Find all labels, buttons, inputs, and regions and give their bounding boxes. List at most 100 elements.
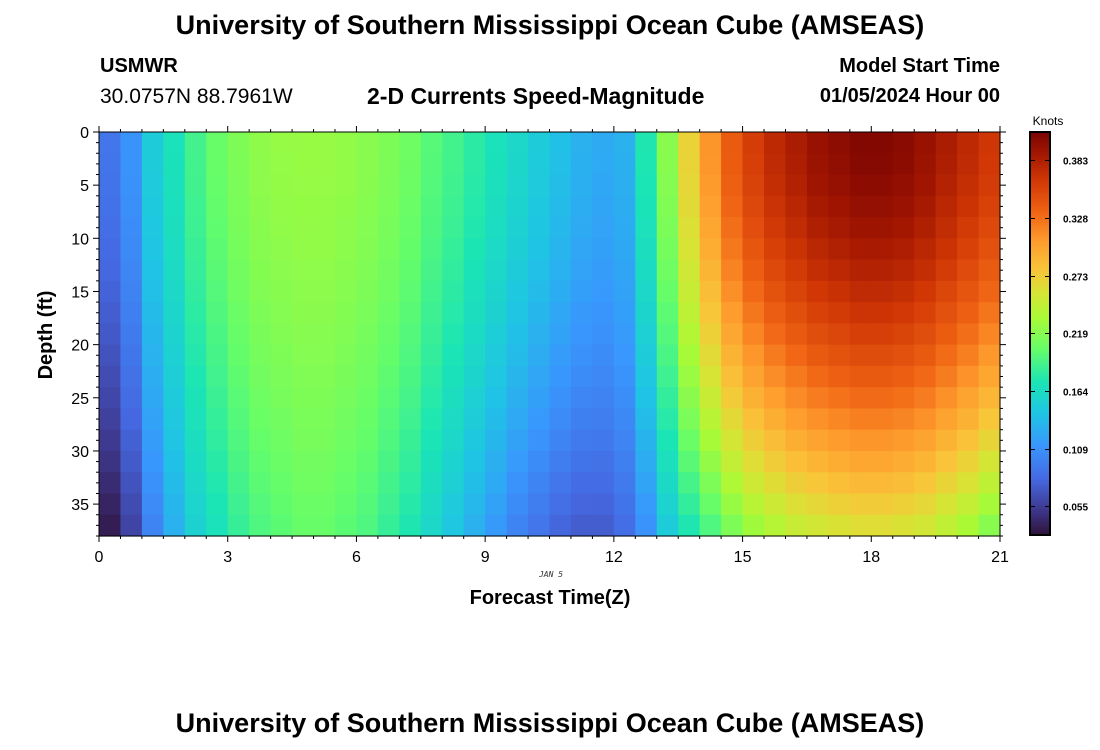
- heatmap-cell: [99, 493, 122, 516]
- colorbar-tick-label: 0.328: [1063, 215, 1088, 226]
- heatmap-cell: [292, 259, 315, 282]
- heatmap-cell: [613, 217, 636, 239]
- heatmap-cell: [678, 174, 701, 197]
- heatmap-cell: [806, 323, 829, 346]
- heatmap-cell: [485, 259, 508, 282]
- heatmap-cell: [163, 259, 186, 282]
- heatmap-cell: [184, 387, 207, 410]
- heatmap-cell: [270, 259, 293, 282]
- heatmap-cell: [914, 365, 937, 388]
- station-coordinates: 30.0757N 88.7961W: [100, 85, 293, 108]
- heatmap-cell: [635, 238, 658, 261]
- heatmap-cell: [957, 344, 980, 367]
- heatmap-cell: [420, 323, 443, 346]
- heatmap-cell: [785, 259, 808, 282]
- heatmap-cell: [764, 302, 787, 324]
- heatmap-cell: [270, 344, 293, 367]
- heatmap-cell: [399, 153, 422, 176]
- heatmap-cell: [635, 387, 658, 410]
- heatmap-cell: [485, 132, 508, 154]
- heatmap-cell: [721, 132, 744, 154]
- heatmap-cell: [120, 280, 143, 303]
- colorbar-tick-label: 0.109: [1063, 446, 1088, 457]
- heatmap-cell: [699, 429, 722, 452]
- heatmap-cell: [163, 323, 186, 346]
- heatmap-cell: [99, 302, 122, 324]
- heatmap-cell: [978, 238, 1001, 261]
- heatmap-cell: [892, 153, 915, 176]
- heatmap-cell: [120, 259, 143, 282]
- heatmap-cell: [785, 472, 808, 495]
- heatmap-cell: [120, 429, 143, 452]
- x-tick-label: 21: [991, 549, 1009, 566]
- heatmap-cell: [699, 280, 722, 303]
- heatmap-cell: [742, 408, 765, 431]
- heatmap-cell: [957, 153, 980, 176]
- heatmap-cell: [935, 408, 958, 431]
- heatmap-cell: [656, 195, 679, 218]
- colorbar-ticks: 0.055 0.109 0.164 0.219 0.273 0.328 0.383: [1030, 131, 1088, 514]
- heatmap-cell: [163, 493, 186, 516]
- heatmap-cell: [99, 174, 122, 197]
- heatmap-cell: [528, 238, 551, 261]
- heatmap-cell: [270, 153, 293, 176]
- heatmap-cell: [442, 472, 465, 495]
- heatmap-cell: [463, 217, 486, 239]
- heatmap-cell: [742, 387, 765, 410]
- heatmap-cell: [764, 153, 787, 176]
- repeated-page-title: University of Southern Mississippi Ocean…: [175, 708, 925, 738]
- heatmap-cell: [678, 132, 701, 154]
- heatmap-cell: [914, 259, 937, 282]
- date-label: JAN 5: [538, 570, 563, 579]
- heatmap-cell: [721, 344, 744, 367]
- heatmap-cell: [206, 429, 229, 452]
- heatmap-cell: [292, 280, 315, 303]
- heatmap-cell: [935, 450, 958, 473]
- heatmap-cell: [420, 450, 443, 473]
- heatmap-cell: [742, 132, 765, 154]
- heatmap-cell: [785, 174, 808, 197]
- heatmap-cell: [914, 493, 937, 516]
- heatmap-cell: [656, 365, 679, 388]
- colorbar-tick-label: 0.273: [1063, 273, 1088, 284]
- heatmap-cell: [206, 408, 229, 431]
- heatmap-cell: [184, 450, 207, 473]
- colorbar-tick-label: 0.164: [1063, 388, 1088, 399]
- heatmap-cell: [742, 450, 765, 473]
- heatmap-cell: [592, 514, 615, 537]
- heatmap-cell: [613, 323, 636, 346]
- heatmap-cell: [764, 174, 787, 197]
- y-axis-label: Depth (ft): [35, 291, 57, 380]
- heatmap-cell: [206, 323, 229, 346]
- heatmap-cell: [721, 323, 744, 346]
- heatmap-cell: [978, 514, 1001, 537]
- heatmap-cell: [184, 153, 207, 176]
- heatmap-cell: [463, 344, 486, 367]
- heatmap-cell: [764, 259, 787, 282]
- heatmap-cell: [506, 365, 529, 388]
- heatmap-cell: [270, 429, 293, 452]
- heatmap-cell: [828, 387, 851, 410]
- heatmap-cell: [420, 238, 443, 261]
- heatmap-cell: [99, 153, 122, 176]
- heatmap-cell: [806, 365, 829, 388]
- heatmap-cell: [570, 323, 593, 346]
- heatmap-cell: [764, 408, 787, 431]
- heatmap-cell: [721, 408, 744, 431]
- heatmap-cell: [957, 195, 980, 218]
- heatmap-cell: [227, 323, 250, 346]
- heatmap-cell: [914, 472, 937, 495]
- axis-ticks: [93, 126, 1006, 542]
- heatmap-cell: [549, 153, 572, 176]
- heatmap-cell: [957, 450, 980, 473]
- heatmap-cell: [506, 217, 529, 239]
- heatmap-cell: [656, 387, 679, 410]
- heatmap-cell: [892, 280, 915, 303]
- heatmap-cell: [871, 259, 894, 282]
- y-tick-label: 10: [71, 231, 89, 248]
- heatmap-cell: [806, 302, 829, 324]
- heatmap-cell: [742, 472, 765, 495]
- heatmap-cell: [99, 429, 122, 452]
- heatmap-cell: [549, 195, 572, 218]
- heatmap-cell: [742, 153, 765, 176]
